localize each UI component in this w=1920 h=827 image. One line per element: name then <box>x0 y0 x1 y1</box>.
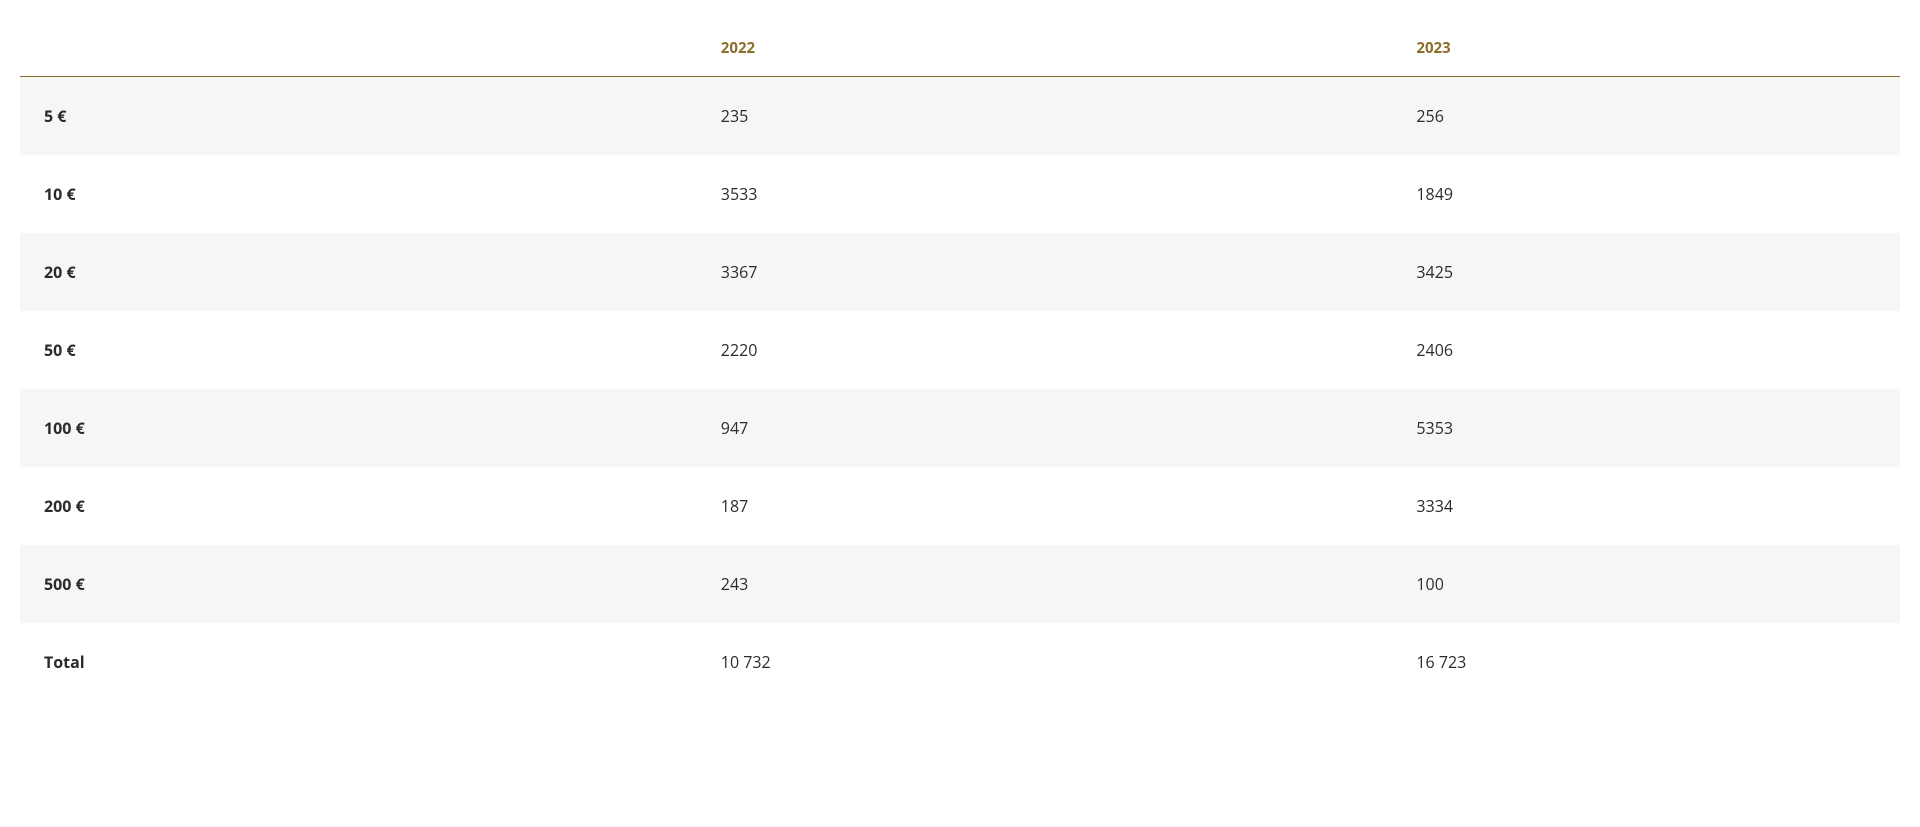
cell-2022: 243 <box>697 545 1393 623</box>
table-row: Total 10 732 16 723 <box>20 623 1900 701</box>
data-table: 2022 2023 5 € 235 256 10 € 3533 1849 20 … <box>20 20 1900 701</box>
column-header-2023: 2023 <box>1392 20 1900 77</box>
table-row: 5 € 235 256 <box>20 77 1900 156</box>
cell-denomination: 50 € <box>20 311 697 389</box>
cell-2023: 2406 <box>1392 311 1900 389</box>
cell-2022: 3533 <box>697 155 1393 233</box>
table-row: 200 € 187 3334 <box>20 467 1900 545</box>
table-header: 2022 2023 <box>20 20 1900 77</box>
cell-2022: 2220 <box>697 311 1393 389</box>
cell-2023: 5353 <box>1392 389 1900 467</box>
cell-denomination: 5 € <box>20 77 697 156</box>
cell-2023: 1849 <box>1392 155 1900 233</box>
table-row: 500 € 243 100 <box>20 545 1900 623</box>
table-header-row: 2022 2023 <box>20 20 1900 77</box>
cell-denomination: 20 € <box>20 233 697 311</box>
cell-denomination: 100 € <box>20 389 697 467</box>
cell-denomination: 500 € <box>20 545 697 623</box>
data-table-container: 2022 2023 5 € 235 256 10 € 3533 1849 20 … <box>20 20 1900 701</box>
table-row: 20 € 3367 3425 <box>20 233 1900 311</box>
column-header-2022: 2022 <box>697 20 1393 77</box>
cell-2023: 100 <box>1392 545 1900 623</box>
table-row: 100 € 947 5353 <box>20 389 1900 467</box>
cell-2022: 947 <box>697 389 1393 467</box>
cell-2023: 16 723 <box>1392 623 1900 701</box>
cell-2022: 3367 <box>697 233 1393 311</box>
column-header-denomination <box>20 20 697 77</box>
cell-2022: 10 732 <box>697 623 1393 701</box>
cell-denomination: Total <box>20 623 697 701</box>
table-body: 5 € 235 256 10 € 3533 1849 20 € 3367 342… <box>20 77 1900 702</box>
cell-2022: 187 <box>697 467 1393 545</box>
table-row: 10 € 3533 1849 <box>20 155 1900 233</box>
cell-2023: 256 <box>1392 77 1900 156</box>
cell-2023: 3334 <box>1392 467 1900 545</box>
cell-2022: 235 <box>697 77 1393 156</box>
cell-2023: 3425 <box>1392 233 1900 311</box>
table-row: 50 € 2220 2406 <box>20 311 1900 389</box>
cell-denomination: 200 € <box>20 467 697 545</box>
cell-denomination: 10 € <box>20 155 697 233</box>
